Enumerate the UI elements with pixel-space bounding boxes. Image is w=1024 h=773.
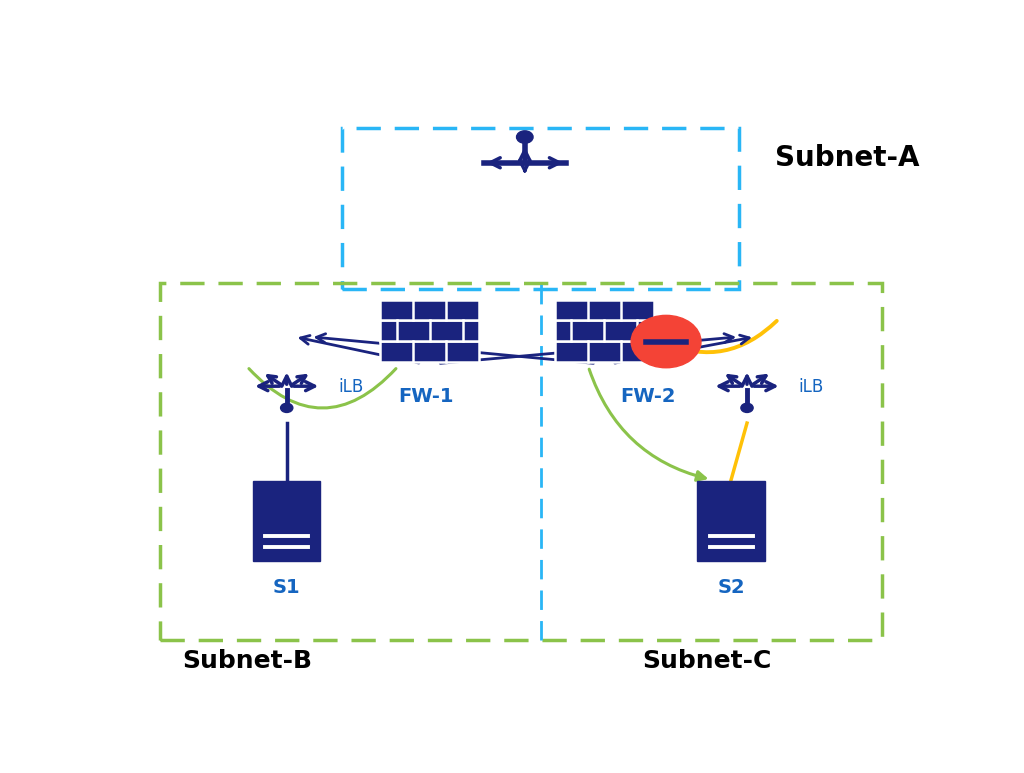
Text: FW-2: FW-2 xyxy=(621,387,676,407)
Text: Subnet-C: Subnet-C xyxy=(643,649,772,673)
Text: iLB: iLB xyxy=(799,379,824,397)
Circle shape xyxy=(516,131,534,143)
FancyArrowPatch shape xyxy=(589,369,706,480)
Bar xyxy=(380,321,479,341)
Bar xyxy=(342,128,739,289)
Circle shape xyxy=(631,315,701,368)
Bar xyxy=(160,283,882,640)
Text: Subnet-A: Subnet-A xyxy=(775,145,920,172)
Bar xyxy=(555,321,653,341)
Text: iLB: iLB xyxy=(338,379,364,397)
Text: S2: S2 xyxy=(718,578,744,597)
FancyArrowPatch shape xyxy=(249,369,396,408)
Bar xyxy=(555,300,653,321)
Bar xyxy=(380,300,479,321)
Text: Subnet-B: Subnet-B xyxy=(182,649,312,673)
Circle shape xyxy=(281,404,293,413)
Text: S1: S1 xyxy=(273,578,300,597)
Bar xyxy=(555,341,653,362)
Circle shape xyxy=(741,404,753,413)
Text: FW-1: FW-1 xyxy=(398,387,454,407)
FancyArrowPatch shape xyxy=(667,321,777,352)
Bar xyxy=(380,341,479,362)
Bar xyxy=(697,481,765,561)
Bar xyxy=(253,481,321,561)
